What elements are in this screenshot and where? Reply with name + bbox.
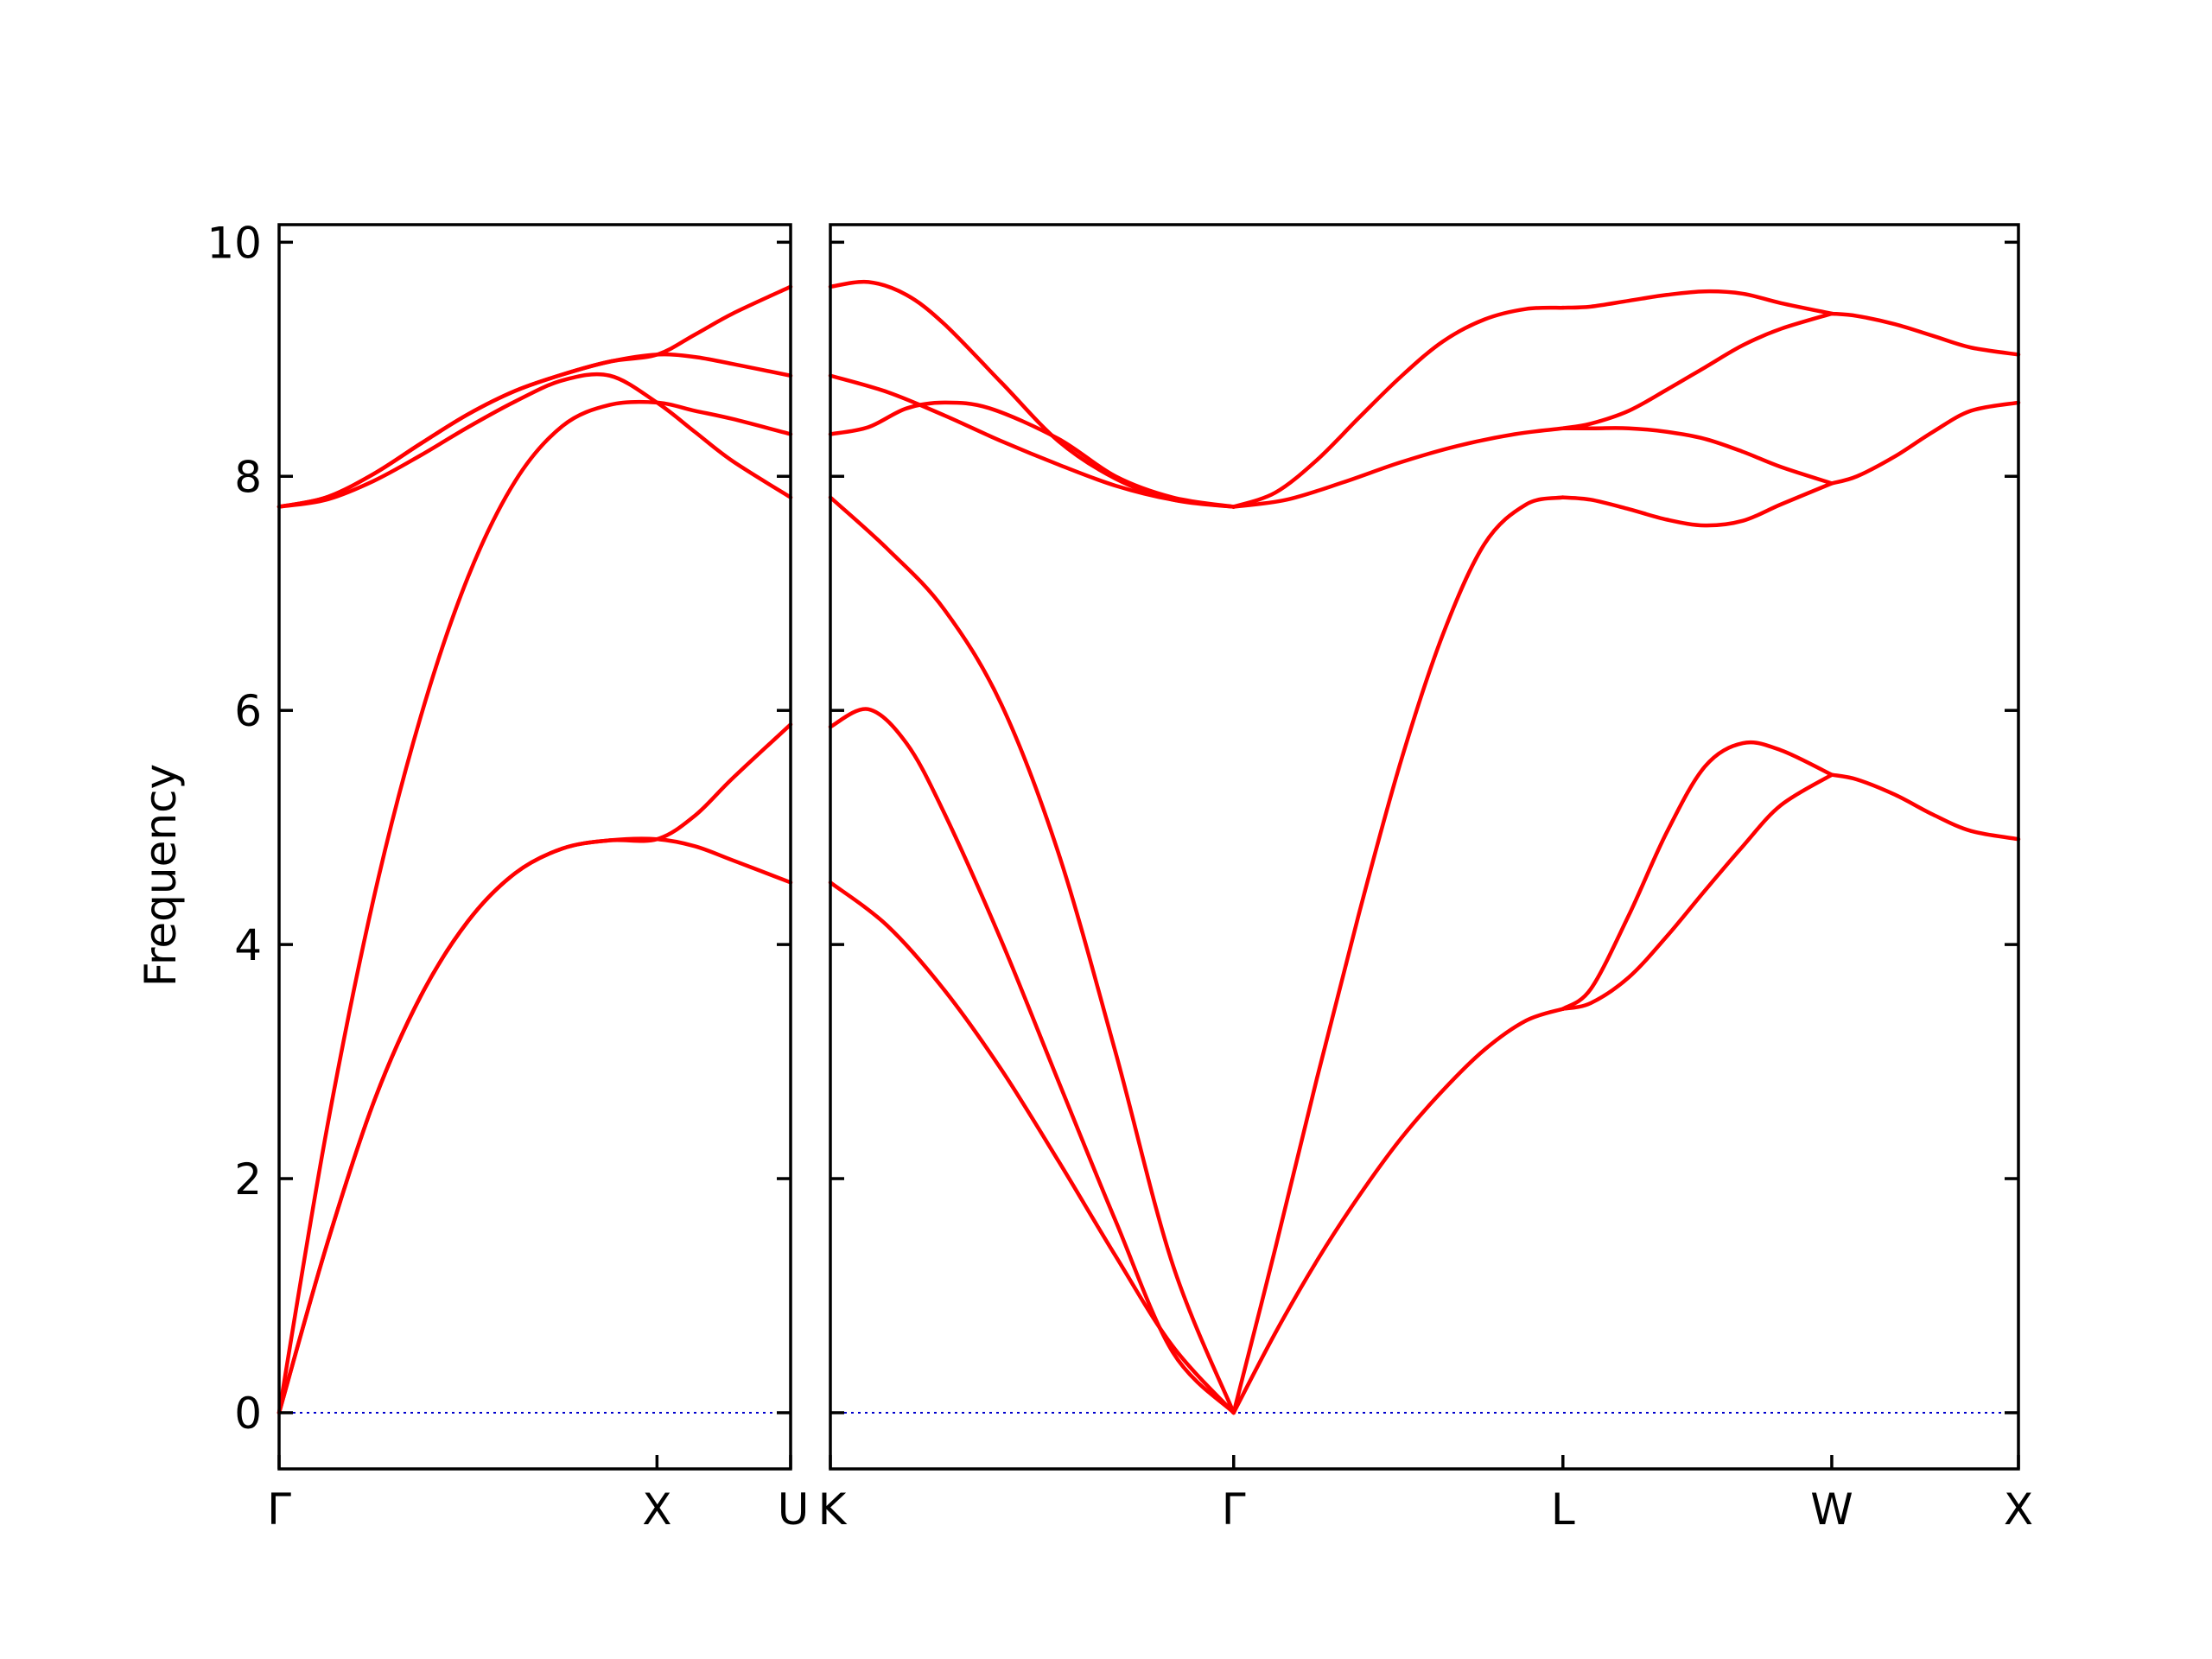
band-2-7 [1231,1007,1566,1415]
band-2-1 [828,880,1236,1415]
band-2-15 [1560,311,1834,430]
band-2-19 [1829,311,2021,357]
band-2-10 [1231,305,1566,509]
band-2-9 [1231,426,1566,509]
y-tick-label: 2 [234,1154,262,1205]
band-2-16 [1560,289,1834,316]
y-axis-label: Frequency [136,764,186,987]
band-1-4 [276,372,793,509]
band-1-5 [276,284,793,509]
y-tick-label: 4 [234,920,262,970]
band-2-11 [1560,772,1834,1011]
x-tick-label: L [1551,1484,1575,1535]
y-tick-label: 6 [234,686,262,736]
x-tick-label: X [642,1484,671,1535]
y-tick-label: 0 [234,1389,262,1439]
band-2-5 [828,400,1236,509]
band-2-13 [1560,481,1834,528]
band-1-2 [276,399,793,1415]
band-2-17 [1829,772,2021,842]
x-tick-label: Γ [267,1484,291,1535]
band-2-18 [1829,400,2021,486]
band-2-2 [828,707,1236,1415]
y-tick-label: 10 [207,218,262,268]
band-2-4 [828,373,1236,509]
y-tick-label: 8 [234,452,262,502]
band-1-1 [276,836,793,1415]
x-tick-label: X [2004,1484,2033,1535]
plot-area: Γ X U K Γ L W X 0 2 4 6 8 10 [207,218,2033,1535]
band-2-6 [828,279,1236,509]
panel-frame [277,223,792,1471]
x-tick-label: U [778,1484,810,1535]
band-2-14 [1560,426,1834,486]
x-tick-label: K [818,1484,848,1535]
band-2-3 [828,495,1236,1415]
x-tick-label: W [1810,1484,1853,1535]
band-2-8 [1231,495,1566,1415]
panel-frame [829,223,2020,1471]
x-tick-label: Γ [1222,1484,1246,1535]
band-2-12 [1560,740,1834,1011]
band-1-6 [276,722,793,1415]
